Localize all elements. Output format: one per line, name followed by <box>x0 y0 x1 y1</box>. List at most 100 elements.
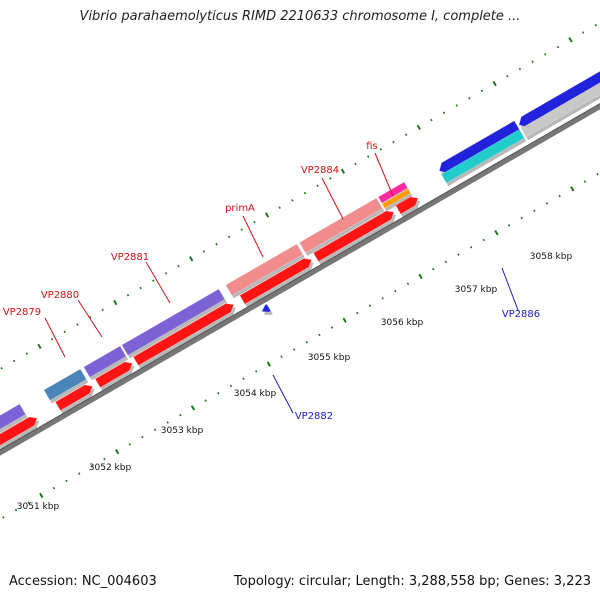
tick-mark <box>381 297 384 300</box>
tick-mark <box>469 245 473 249</box>
gene-block-vp2881[interactable] <box>121 288 226 356</box>
outer-tick-ring <box>0 23 597 370</box>
tick-mark <box>379 148 383 151</box>
gene-label[interactable]: VP2880 <box>41 290 79 301</box>
backbone-band <box>0 103 600 456</box>
gene-block-vp2884[interactable] <box>298 197 383 254</box>
tick-mark <box>480 89 484 93</box>
tick-mark <box>416 124 421 131</box>
tick-mark <box>50 337 54 341</box>
tick-mark <box>305 340 308 344</box>
gene-arrow-red-d[interactable] <box>132 303 235 366</box>
tick-mark <box>581 31 585 34</box>
tick-mark <box>141 435 144 439</box>
tick-mark <box>126 294 130 297</box>
tick-mark <box>457 253 460 256</box>
tick-mark <box>291 199 294 202</box>
tick-mark <box>39 492 44 499</box>
gene-block-prima[interactable] <box>225 243 304 296</box>
tick-mark <box>101 308 104 312</box>
callout-line <box>374 152 394 197</box>
tick-mark <box>558 194 561 198</box>
callout-line <box>145 261 171 304</box>
gene-block-fis[interactable] <box>377 181 409 204</box>
tick-mark <box>316 184 319 188</box>
tick-mark <box>179 413 182 417</box>
tick-mark <box>518 67 522 71</box>
gene-label[interactable]: VP2884 <box>301 165 339 176</box>
scale-labels: 3051 kbp 3052 kbp 3053 kbp 3054 kbp 3055 kbp… <box>17 252 573 512</box>
backbone-edge <box>0 103 600 451</box>
gene-arrow-red-c[interactable] <box>94 361 133 388</box>
gene-arrow-red-g[interactable] <box>395 196 419 215</box>
scale-label: 3053 kbp <box>161 426 204 436</box>
gene-block-vp2880[interactable] <box>83 345 127 378</box>
scale-label: 3051 kbp <box>17 502 60 512</box>
tick-mark <box>90 464 94 468</box>
tick-mark <box>152 279 155 282</box>
gene-block-cyan[interactable] <box>440 128 525 184</box>
tick-mark <box>544 53 547 56</box>
gene-label[interactable]: VP2881 <box>111 252 149 263</box>
gene-label[interactable]: fis <box>366 141 378 152</box>
tick-mark <box>406 282 410 286</box>
tick-mark <box>177 264 180 268</box>
gene-block-fis-orange[interactable] <box>381 188 412 209</box>
tick-mark <box>418 273 423 280</box>
scale-label: 3055 kbp <box>308 353 351 363</box>
gene-block-purple-a[interactable] <box>0 403 27 464</box>
tick-mark <box>88 315 92 319</box>
tick-mark <box>229 384 233 388</box>
tick-mark <box>27 501 30 505</box>
tick-mark <box>12 359 16 363</box>
tick-mark <box>545 202 549 205</box>
tick-mark <box>153 428 157 432</box>
tick-mark <box>533 209 536 213</box>
callout-line <box>77 299 103 338</box>
tick-mark <box>531 60 534 63</box>
tick-mark <box>217 391 220 395</box>
gene-label[interactable]: VP2879 <box>3 307 41 318</box>
gene-label[interactable]: primA <box>225 203 255 214</box>
tick-mark <box>215 242 218 246</box>
tick-mark <box>568 37 573 43</box>
tick-mark <box>255 370 258 373</box>
tick-mark <box>278 206 281 209</box>
tick-mark <box>494 229 499 236</box>
gene-block-fis-orange-shadow <box>384 191 413 212</box>
scale-label: 3052 kbp <box>89 463 132 473</box>
tick-mark <box>368 304 372 307</box>
gene-block-grey[interactable] <box>520 74 600 138</box>
tick-mark <box>25 352 29 355</box>
tick-mark <box>394 289 397 293</box>
tick-mark <box>430 118 433 122</box>
tick-mark <box>240 228 243 231</box>
gene-arrow-red-b[interactable] <box>54 384 93 411</box>
tick-mark <box>14 508 18 512</box>
tick-mark <box>442 111 446 115</box>
tick-mark <box>329 177 332 180</box>
tick-mark <box>507 224 511 227</box>
tick-mark <box>37 343 42 350</box>
tick-mark <box>354 162 357 166</box>
scale-label: 3058 kbp <box>530 252 573 262</box>
gene-label[interactable]: VP2886 <box>502 309 540 320</box>
tick-mark <box>164 272 168 275</box>
tick-mark <box>367 155 370 158</box>
tick-mark <box>492 80 497 87</box>
tick-mark <box>166 421 169 424</box>
tick-mark <box>342 317 347 323</box>
chromosome-backbone <box>0 103 600 456</box>
tick-mark <box>556 45 560 49</box>
gene-arrow-vp2882[interactable] <box>261 303 272 313</box>
tick-mark <box>392 140 395 144</box>
gene-arrow-red-a[interactable] <box>0 416 38 477</box>
gene-arrow-red-e[interactable] <box>239 258 313 305</box>
tick-mark <box>189 256 194 262</box>
gene-block-vp2879[interactable] <box>43 368 87 401</box>
tick-mark <box>2 516 5 519</box>
gene-label[interactable]: VP2882 <box>295 411 333 422</box>
gene-arrow-red-f[interactable] <box>312 210 395 262</box>
